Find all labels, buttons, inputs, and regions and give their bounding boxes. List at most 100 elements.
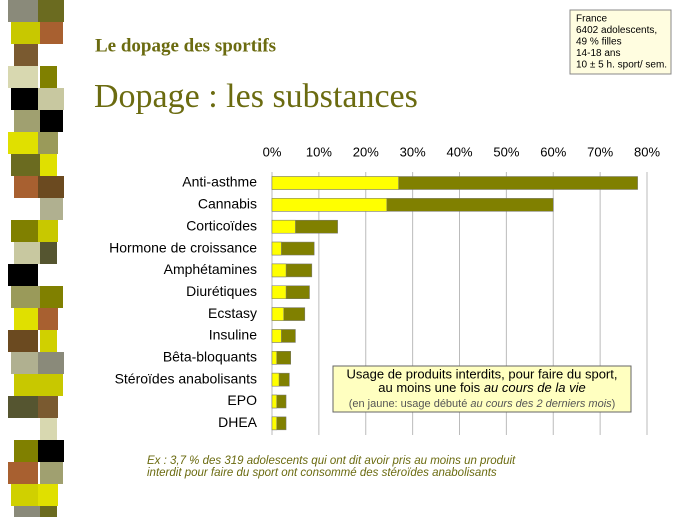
bar bbox=[271, 176, 399, 190]
heading: Le dopage des sportifs bbox=[95, 35, 276, 56]
decor-square bbox=[40, 330, 57, 352]
chart: 0% 10% 20% 30% 40% 50% 60% 70% 80% Anti-asthme Can… bbox=[109, 144, 660, 435]
decor-square bbox=[14, 44, 44, 66]
bar bbox=[271, 416, 277, 431]
annotation: au moins une fois au cours de la vie bbox=[378, 380, 585, 395]
decor-square bbox=[40, 66, 57, 88]
y-tick-label: EPO bbox=[227, 392, 257, 408]
bar bbox=[271, 307, 284, 321]
decor-square bbox=[8, 396, 38, 418]
x-tick-label: 70% bbox=[587, 144, 613, 159]
y-tick-label: Diurétiques bbox=[186, 283, 257, 299]
y-tick-label: Hormone de croissance bbox=[109, 239, 257, 255]
decor-square bbox=[11, 154, 41, 176]
bar bbox=[271, 285, 287, 299]
decor-square bbox=[38, 308, 58, 330]
decor-square bbox=[38, 396, 58, 418]
annotation-box bbox=[332, 365, 632, 413]
footer: Ex : 3,7 % des 319 adolescents qui ont d… bbox=[147, 455, 516, 467]
annotation-part: ) bbox=[612, 398, 616, 410]
annotation-part: au cours des 2 derniers mois bbox=[470, 398, 612, 410]
decor-square bbox=[8, 330, 38, 352]
y-tick-label: Bêta-bloquants bbox=[163, 349, 257, 365]
decor-square bbox=[38, 44, 58, 66]
bar bbox=[271, 329, 282, 343]
decor-square bbox=[40, 154, 57, 176]
annotation-part: au cours de la vie bbox=[484, 380, 586, 395]
decor-square bbox=[14, 110, 44, 132]
decor-square bbox=[38, 484, 58, 506]
decor-square bbox=[40, 22, 63, 44]
decor-square bbox=[8, 264, 38, 286]
decor-square bbox=[38, 440, 64, 462]
decor-square bbox=[14, 374, 44, 396]
info-box bbox=[569, 9, 672, 75]
annotation-part: (en jaune: usage débuté bbox=[349, 398, 468, 410]
decor-square bbox=[8, 0, 38, 22]
info-line: 6402 adolescents, bbox=[576, 25, 657, 36]
decor-square bbox=[11, 88, 41, 110]
bar bbox=[271, 241, 282, 256]
decor-square bbox=[38, 352, 64, 374]
annotation: Usage de produits interdits, pour faire … bbox=[347, 366, 618, 381]
decor-square bbox=[8, 198, 38, 220]
decor-square bbox=[38, 220, 58, 242]
decor-square bbox=[11, 484, 41, 506]
decor-square bbox=[11, 22, 41, 44]
annotation-part: au moins une fois bbox=[378, 380, 480, 395]
footer: interdit pour faire du sport ont consomm… bbox=[147, 467, 497, 479]
decor-square bbox=[14, 440, 44, 462]
decor-square bbox=[38, 132, 58, 154]
decor-square bbox=[14, 242, 44, 264]
decor-square bbox=[40, 506, 57, 517]
decor-square bbox=[11, 286, 41, 308]
info-line: France bbox=[576, 14, 608, 25]
decor-square bbox=[40, 110, 63, 132]
info-line: 10 ± 5 h. sport/ sem. bbox=[576, 60, 667, 71]
y-tick-label: Ecstasy bbox=[208, 305, 257, 321]
info-line: 49 % filles bbox=[576, 37, 622, 48]
bar bbox=[271, 198, 388, 212]
bar bbox=[271, 394, 277, 409]
annotation: (en jaune: usage débuté au cours des 2 d… bbox=[349, 398, 616, 410]
decor-square bbox=[40, 242, 57, 264]
x-tick-label: 80% bbox=[634, 144, 660, 159]
x-tick-label: 60% bbox=[540, 144, 566, 159]
decor-square bbox=[8, 66, 38, 88]
decor-square bbox=[8, 462, 38, 484]
decor-square bbox=[11, 352, 41, 374]
x-tick-label: 0% bbox=[263, 144, 282, 159]
y-tick-label: DHEA bbox=[218, 414, 258, 430]
decor-square bbox=[14, 308, 44, 330]
decor-square bbox=[11, 418, 41, 440]
decor-square bbox=[0, 0, 8, 517]
y-tick-label: Corticoïdes bbox=[186, 217, 257, 233]
title: Dopage : les substances bbox=[94, 78, 418, 115]
y-tick-label: Amphétamines bbox=[164, 261, 257, 277]
decor-strip bbox=[0, 0, 64, 517]
x-tick-label: 50% bbox=[493, 144, 519, 159]
x-tick-label: 30% bbox=[400, 144, 426, 159]
decor-square bbox=[38, 264, 64, 286]
decor-square bbox=[40, 374, 63, 396]
y-tick-label: Anti-asthme bbox=[182, 174, 257, 190]
decor-square bbox=[40, 286, 63, 308]
bar bbox=[271, 351, 277, 365]
decor-square bbox=[40, 462, 63, 484]
decor-square bbox=[38, 88, 64, 110]
bar bbox=[271, 372, 280, 387]
bar bbox=[271, 263, 287, 278]
decor-square bbox=[8, 132, 38, 154]
decor-square bbox=[38, 0, 64, 22]
x-tick-label: 10% bbox=[306, 144, 332, 159]
decor-square bbox=[38, 176, 64, 198]
decor-square bbox=[40, 418, 57, 440]
x-tick-label: 40% bbox=[446, 144, 472, 159]
decor-square bbox=[14, 506, 44, 517]
y-tick-label: Cannabis bbox=[198, 196, 257, 212]
decor-square bbox=[14, 176, 44, 198]
y-tick-label: Stéroïdes anabolisants bbox=[115, 370, 257, 386]
decor-square bbox=[40, 198, 63, 220]
